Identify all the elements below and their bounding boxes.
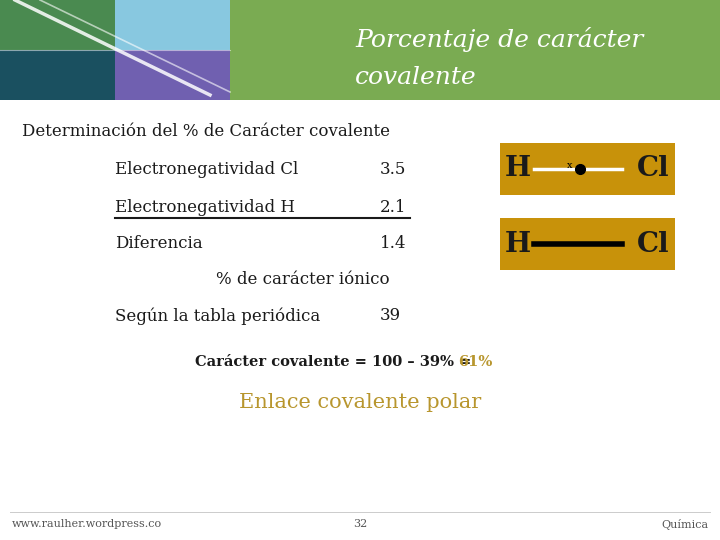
Bar xyxy=(500,143,675,195)
Text: Cl: Cl xyxy=(636,231,670,258)
Text: Electronegatividad H: Electronegatividad H xyxy=(115,199,295,215)
Text: 32: 32 xyxy=(353,519,367,529)
Text: Diferencia: Diferencia xyxy=(115,235,202,253)
Text: covalente: covalente xyxy=(355,65,477,89)
Bar xyxy=(0,50,115,100)
Text: 39: 39 xyxy=(380,307,401,325)
Bar xyxy=(500,218,675,270)
Bar xyxy=(0,0,115,50)
Bar xyxy=(0,0,230,100)
Text: Química: Química xyxy=(661,518,708,530)
Text: H: H xyxy=(505,231,531,258)
Text: x: x xyxy=(567,160,572,170)
Bar xyxy=(230,0,720,100)
Bar xyxy=(115,50,230,100)
Text: 1.4: 1.4 xyxy=(380,235,407,253)
Text: Enlace covalente polar: Enlace covalente polar xyxy=(239,393,481,411)
Text: Determinación del % de Carácter covalente: Determinación del % de Carácter covalent… xyxy=(22,124,390,140)
Text: Según la tabla periódica: Según la tabla periódica xyxy=(115,307,320,325)
Text: Cl: Cl xyxy=(636,156,670,183)
Text: Carácter covalente = 100 – 39% =: Carácter covalente = 100 – 39% = xyxy=(195,355,477,369)
Text: % de carácter iónico: % de carácter iónico xyxy=(217,271,390,287)
Text: Electronegatividad Cl: Electronegatividad Cl xyxy=(115,161,298,179)
Bar xyxy=(115,0,230,50)
Text: 61%: 61% xyxy=(458,355,492,369)
Text: 3.5: 3.5 xyxy=(380,161,406,179)
Text: www.raulher.wordpress.co: www.raulher.wordpress.co xyxy=(12,519,162,529)
Text: 2.1: 2.1 xyxy=(380,199,407,215)
Text: Porcentaje de carácter: Porcentaje de carácter xyxy=(355,28,644,52)
Text: H: H xyxy=(505,156,531,183)
